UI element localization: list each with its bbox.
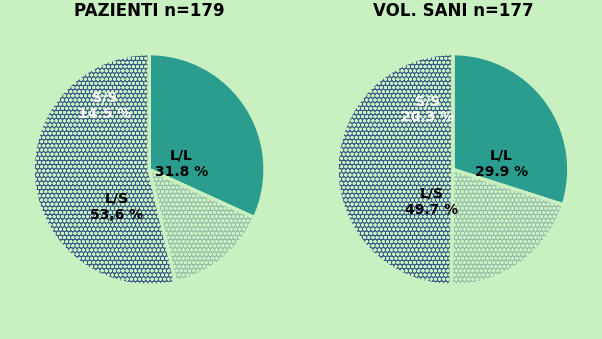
Wedge shape: [33, 54, 176, 285]
Text: 31.8 %: 31.8 %: [155, 165, 208, 179]
Text: S/S: S/S: [415, 94, 440, 108]
Text: 29.9 %: 29.9 %: [475, 165, 528, 179]
Text: L/L: L/L: [170, 148, 193, 163]
Text: 53,6 %: 53,6 %: [90, 208, 143, 222]
Text: S/S: S/S: [93, 91, 117, 105]
Title: VOL. SANI n=177: VOL. SANI n=177: [373, 2, 533, 20]
Text: 20.3 %: 20.3 %: [401, 110, 454, 124]
Wedge shape: [453, 54, 569, 205]
Title: PAZIENTI n=179: PAZIENTI n=179: [74, 2, 225, 20]
Text: L/L: L/L: [490, 148, 513, 163]
Wedge shape: [337, 54, 453, 285]
Text: L/S: L/S: [105, 192, 129, 205]
Wedge shape: [149, 170, 255, 282]
Text: L/S: L/S: [420, 187, 444, 201]
Wedge shape: [451, 170, 563, 285]
Wedge shape: [149, 54, 265, 218]
Text: 49.7 %: 49.7 %: [406, 203, 459, 217]
Text: 14.5 %: 14.5 %: [78, 107, 132, 121]
